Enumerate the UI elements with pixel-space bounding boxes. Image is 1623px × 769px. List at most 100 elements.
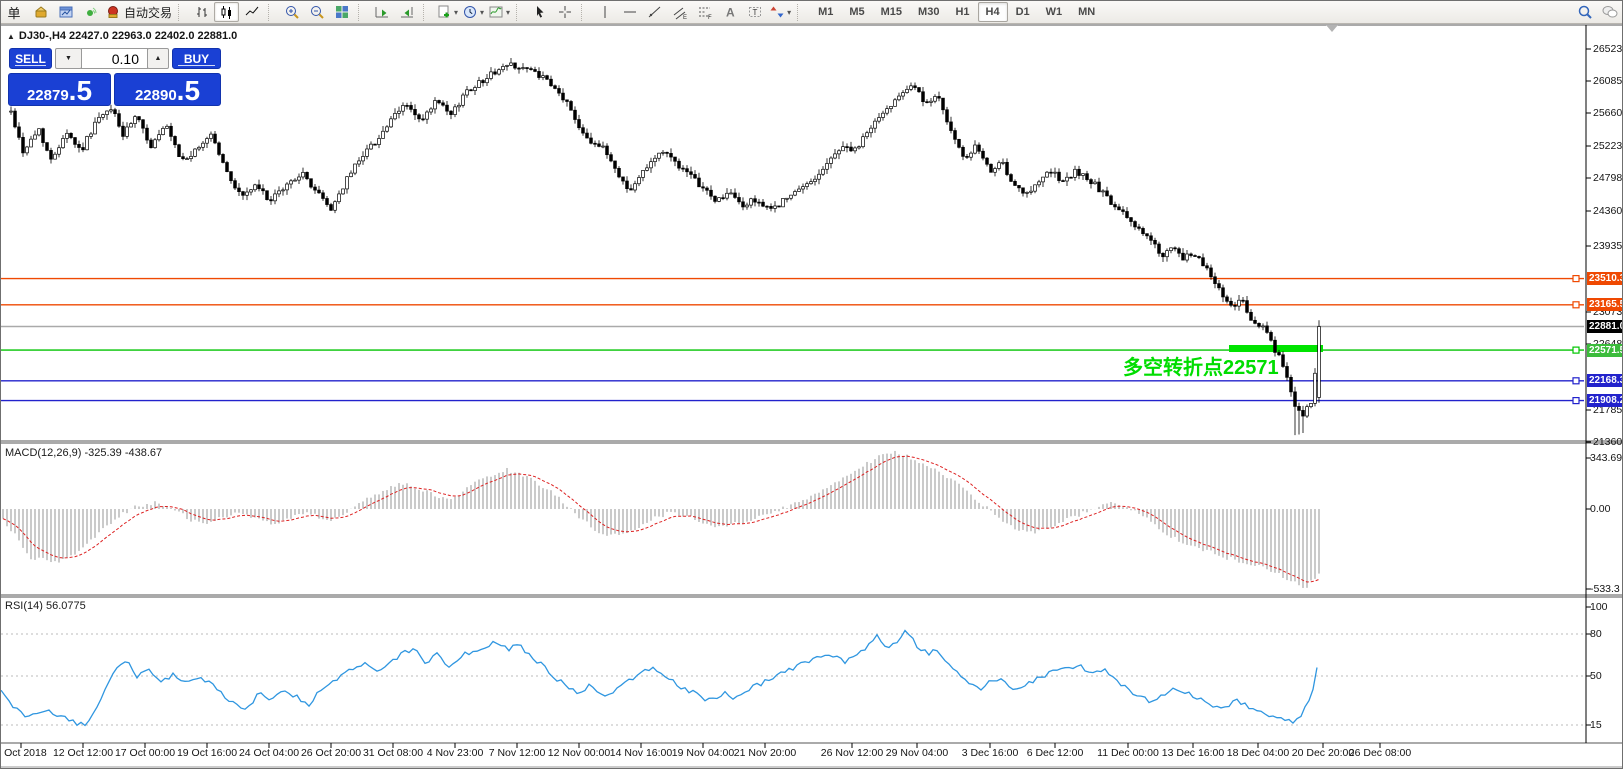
price-line-label-22168.3[interactable]: 22168.3	[1587, 374, 1623, 388]
price-line-label-21908.2[interactable]: 21908.2	[1587, 394, 1623, 408]
chart-shift-icon[interactable]	[394, 2, 419, 22]
candlesticks	[9, 58, 1321, 436]
line-anchor-marker[interactable]	[1572, 275, 1580, 283]
macd-indicator-label: MACD(12,26,9) -325.39 -438.67	[5, 447, 163, 459]
macd-histogram	[2, 450, 1320, 588]
market-watch-icon[interactable]	[28, 2, 53, 22]
signal-icon[interactable]	[78, 2, 103, 22]
price-line-label-23165.5[interactable]: 23165.5	[1587, 298, 1623, 312]
price-line-label-22881.0[interactable]: 22881.0	[1587, 320, 1623, 333]
line-anchor-marker[interactable]	[1572, 397, 1580, 405]
timeframe-d1[interactable]: D1	[1015, 6, 1030, 18]
bar-chart-icon[interactable]	[189, 2, 214, 22]
arrows-icon[interactable]: ▾	[767, 2, 793, 22]
time-axis-label: 4 Nov 23:00	[426, 747, 484, 759]
volume-decrease-button[interactable]: ▼	[55, 48, 82, 69]
price-axis-tick: 23935.5	[1593, 240, 1623, 252]
auto-scroll-icon[interactable]	[369, 2, 394, 22]
svg-text:F: F	[708, 15, 712, 20]
price-axis-tick: 21360.5	[1593, 436, 1623, 448]
buy-price[interactable]: 22890.5	[114, 73, 221, 106]
time-axis-label: 17 Oct 00:00	[114, 747, 176, 759]
time-axis-label: 26 Dec 08:00	[1348, 747, 1412, 759]
timeframe-m1[interactable]: M1	[818, 6, 834, 18]
text-label-icon[interactable]: T	[742, 2, 767, 22]
time-axis-label: 11 Dec 00:00	[1097, 747, 1159, 759]
toolbar-separator	[178, 3, 186, 21]
macd-signal-line	[2, 455, 1320, 583]
timeframe-m15[interactable]: M15	[880, 6, 903, 18]
chart-window-icon[interactable]	[53, 2, 78, 22]
price-axis-tick: 26523.0	[1593, 43, 1623, 55]
price-axis-tick: 24360.5	[1593, 205, 1623, 217]
sell-button[interactable]: SELL	[9, 48, 52, 69]
equidistant-channel-icon[interactable]: E	[667, 2, 692, 22]
fibonacci-icon[interactable]: F	[692, 2, 717, 22]
toolbar-separator	[516, 3, 524, 21]
chat-icon[interactable]	[1597, 2, 1622, 22]
toolbar-separator	[797, 3, 805, 21]
time-axis-label: 18 Dec 04:00	[1226, 747, 1290, 759]
toolbar-separator	[581, 3, 589, 21]
vertical-line-icon[interactable]	[592, 2, 617, 22]
auto-trading-button[interactable]: 自动交易	[103, 2, 174, 22]
price-axis-tick: 24798.0	[1593, 172, 1623, 184]
new-template-icon[interactable]: ▾	[434, 2, 460, 22]
toolbar-separator	[268, 3, 276, 21]
price-axis-tick: 25660.5	[1593, 107, 1623, 119]
chart-shift-marker[interactable]	[1326, 25, 1338, 32]
text-icon[interactable]: A	[717, 2, 742, 22]
time-axis-label: 24 Oct 04:00	[238, 747, 300, 759]
timeframe-w1[interactable]: W1	[1045, 6, 1063, 18]
line-anchor-marker[interactable]	[1572, 301, 1580, 309]
line-anchor-marker[interactable]	[1572, 377, 1580, 385]
zoom-out-icon[interactable]	[304, 2, 329, 22]
rsi-level-lines	[1, 633, 1584, 726]
volume-input[interactable]: 0.10	[81, 48, 148, 69]
zoom-in-icon[interactable]	[279, 2, 304, 22]
time-axis-label: 26 Nov 12:00	[820, 747, 884, 759]
price-axis-tick: 26085.5	[1593, 75, 1623, 87]
time-axis-label: 3 Dec 16:00	[961, 747, 1019, 759]
sell-price[interactable]: 22879.5	[8, 73, 111, 106]
indicators-icon[interactable]: ▾	[486, 2, 512, 22]
trendline-icon[interactable]	[642, 2, 667, 22]
timeframe-h4[interactable]: H4	[977, 2, 1008, 22]
line-chart-icon[interactable]	[239, 2, 264, 22]
price-line-label-23510.3[interactable]: 23510.3	[1587, 272, 1623, 286]
line-anchor-marker[interactable]	[1572, 346, 1580, 354]
macd-axis-tick: -533.3	[1590, 583, 1620, 595]
time-axis-label: 12 Nov 00:00	[547, 747, 611, 759]
horizontal-line-icon[interactable]	[617, 2, 642, 22]
tile-windows-icon[interactable]	[329, 2, 354, 22]
buy-button[interactable]: BUY	[172, 48, 221, 69]
candlestick-chart-icon[interactable]	[214, 2, 240, 22]
chart-title: ▲ DJ30-,H4 22427.0 22963.0 22402.0 22881.…	[7, 30, 238, 42]
period-icon[interactable]: ▾	[460, 2, 486, 22]
rsi-axis-tick: 15	[1590, 719, 1602, 731]
svg-text:E: E	[683, 15, 687, 20]
collapse-panel-icon[interactable]: ▲	[7, 32, 15, 41]
timeframe-mn[interactable]: MN	[1078, 6, 1096, 18]
rsi-line	[1, 629, 1318, 727]
price-line-label-22571.5[interactable]: 22571.5	[1587, 343, 1623, 357]
timeframe-h1[interactable]: H1	[955, 6, 970, 18]
volume-increase-button[interactable]: ▲	[147, 48, 169, 69]
new-order-button-partial[interactable]: 单	[7, 5, 21, 21]
search-icon[interactable]	[1572, 2, 1597, 22]
chart-text-annotation[interactable]: 多空转折点22571	[1123, 357, 1279, 379]
panel-separators	[1, 23, 1622, 768]
cursor-icon[interactable]	[527, 2, 552, 22]
price-axis-tick: 25223.0	[1593, 140, 1623, 152]
time-axis-label: 7 Nov 12:00	[488, 747, 546, 759]
time-axis-label: 19 Nov 04:00	[671, 747, 735, 759]
time-axis-label: 20 Dec 20:00	[1291, 747, 1355, 759]
timeframe-m30[interactable]: M30	[918, 6, 940, 18]
time-axis-label: 19 Oct 16:00	[176, 747, 238, 759]
crosshair-icon[interactable]	[552, 2, 577, 22]
timeframe-m5[interactable]: M5	[849, 6, 865, 18]
macd-axis-tick: 0.00	[1590, 503, 1611, 515]
rsi-indicator-label: RSI(14) 56.0775	[5, 600, 86, 612]
